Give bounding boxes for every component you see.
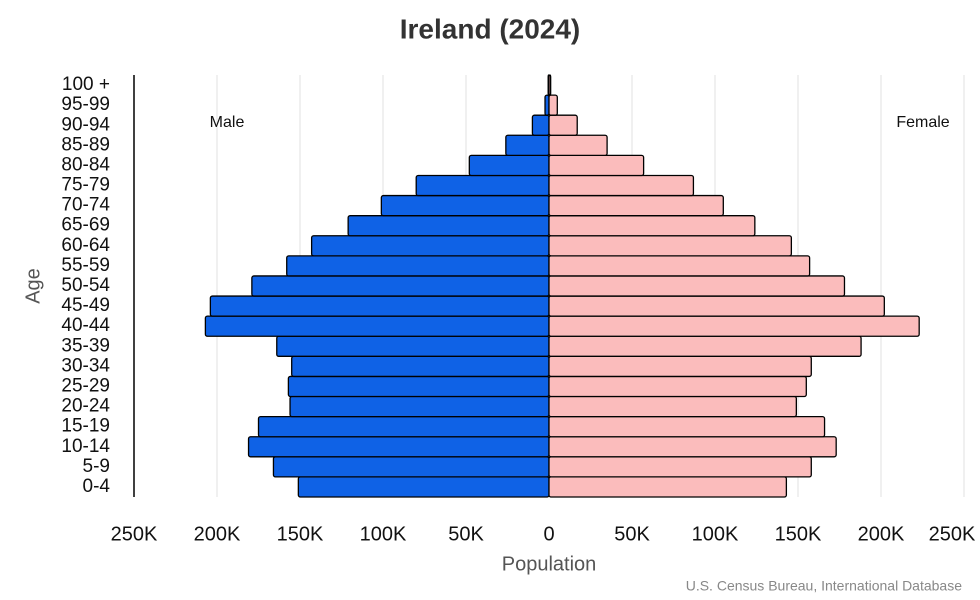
y-tick-label: 75-79 — [61, 175, 110, 196]
bar — [548, 415, 826, 438]
y-tick-label: 60-64 — [61, 235, 110, 256]
bar — [276, 335, 550, 357]
y-tick-label: 65-69 — [61, 215, 110, 236]
y-axis-label: Age — [22, 268, 44, 304]
x-tick-label: 250K — [111, 523, 158, 545]
bar — [287, 375, 550, 398]
bar — [289, 395, 550, 418]
bar — [257, 415, 550, 438]
bar — [209, 295, 550, 317]
y-tick-label: 85-89 — [61, 134, 110, 155]
y-tick-label: 50-54 — [61, 275, 110, 296]
y-tick-label: 15-19 — [61, 416, 110, 437]
bar — [548, 194, 724, 217]
bar — [548, 476, 788, 498]
bar — [548, 395, 797, 418]
bar — [347, 215, 550, 237]
x-tick-label: 0 — [543, 523, 554, 545]
source-note: U.S. Census Bureau, International Databa… — [686, 578, 962, 594]
bar — [548, 235, 793, 257]
series-label: Male — [210, 114, 245, 131]
x-tick-label: 50K — [448, 523, 484, 545]
bar — [310, 235, 550, 257]
chart-title: Ireland (2024) — [400, 13, 581, 44]
y-tick-label: 90-94 — [61, 114, 110, 135]
bar — [548, 275, 846, 297]
y-tick-label: 45-49 — [61, 295, 110, 316]
y-tick-label: 100 + — [62, 74, 110, 95]
y-tick-label: 95-99 — [61, 94, 110, 115]
y-tick-label: 80-84 — [61, 154, 110, 175]
bar — [548, 215, 756, 237]
y-tick-label: 20-24 — [61, 396, 110, 417]
bar — [272, 456, 550, 478]
x-axis-label: Population — [502, 553, 597, 575]
x-tick-label: 150K — [775, 523, 822, 545]
bar — [548, 134, 608, 157]
bar — [548, 315, 920, 337]
bar — [548, 94, 558, 116]
x-tick-label: 150K — [277, 523, 324, 545]
bar — [548, 174, 695, 197]
bar — [548, 375, 807, 398]
bar — [548, 335, 862, 357]
bar — [548, 154, 645, 177]
x-tick-label: 250K — [929, 523, 976, 545]
bar — [415, 174, 550, 197]
bar — [468, 154, 550, 177]
bar — [548, 355, 812, 378]
bar — [380, 194, 550, 217]
bar — [297, 476, 550, 498]
bar — [548, 255, 811, 277]
y-tick-label: 35-39 — [61, 335, 110, 356]
bar — [291, 355, 550, 378]
bar — [548, 456, 812, 478]
bar — [247, 436, 550, 458]
x-tick-label: 100K — [360, 523, 407, 545]
y-tick-label: 30-34 — [61, 355, 110, 376]
bar — [548, 436, 837, 458]
x-tick-label: 200K — [194, 523, 241, 545]
bar — [204, 315, 550, 337]
y-tick-label: 55-59 — [61, 255, 110, 276]
y-tick-label: 10-14 — [61, 436, 110, 457]
x-tick-label: 100K — [692, 523, 739, 545]
bar — [286, 255, 550, 277]
bar — [531, 114, 550, 136]
y-tick-label: 70-74 — [61, 195, 110, 216]
bar — [548, 114, 578, 136]
y-tick-label: 0-4 — [83, 476, 111, 497]
series-label: Female — [896, 114, 949, 131]
x-tick-label: 200K — [858, 523, 905, 545]
y-tick-label: 25-29 — [61, 375, 110, 396]
x-tick-label: 50K — [614, 523, 650, 545]
bar — [548, 74, 552, 96]
y-tick-label: 5-9 — [83, 456, 110, 477]
bar — [505, 134, 550, 157]
bar — [251, 275, 550, 297]
y-tick-label: 40-44 — [61, 315, 110, 336]
bar — [548, 295, 885, 317]
